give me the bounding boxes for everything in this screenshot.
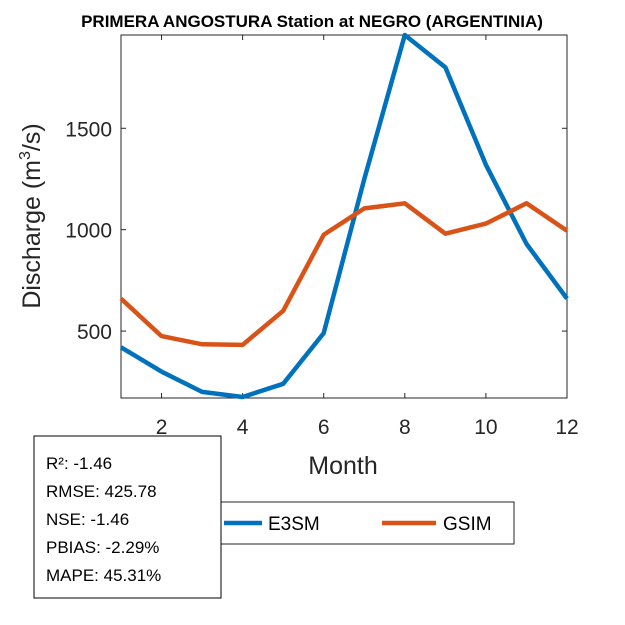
y-axis-label-base: Discharge (m bbox=[18, 160, 46, 309]
series-line-gsim bbox=[119, 201, 569, 348]
x-tick-label: 12 bbox=[555, 416, 578, 439]
stat-nse: NSE: -1.46 bbox=[46, 510, 129, 529]
x-axis-label: Month bbox=[308, 452, 377, 480]
stat-mape: MAPE: 45.31% bbox=[46, 566, 161, 585]
y-tick-label: 1500 bbox=[65, 118, 112, 141]
stats-box-frame bbox=[33, 435, 222, 599]
x-tick-label: 10 bbox=[474, 416, 497, 439]
y-tick-label: 500 bbox=[77, 321, 112, 344]
legend-label-e3sm: E3SM bbox=[268, 514, 320, 535]
chart-title: PRIMERA ANGOSTURA Station at NEGRO (ARGE… bbox=[81, 12, 543, 31]
legend: E3SM GSIM bbox=[217, 501, 515, 545]
x-tick-label: 2 bbox=[156, 416, 168, 439]
stat-pbias: PBIAS: -2.29% bbox=[46, 538, 159, 557]
plot-area bbox=[120, 34, 568, 399]
stat-rmse: RMSE: 425.78 bbox=[46, 482, 157, 501]
series-line-e3sm bbox=[119, 32, 569, 400]
axis-ticks: 2 4 6 8 10 12 500 1000 1500 bbox=[65, 35, 579, 439]
y-axis-label-sup: 3 bbox=[17, 151, 34, 160]
x-tick-label: 8 bbox=[399, 416, 411, 439]
y-tick-label: 1000 bbox=[65, 220, 112, 243]
x-tick-label: 6 bbox=[318, 416, 330, 439]
series-lines bbox=[119, 32, 569, 400]
stats-box: R²: -1.46 RMSE: 425.78 NSE: -1.46 PBIAS:… bbox=[33, 435, 222, 599]
y-axis-label: Discharge (m3/s) bbox=[17, 123, 46, 308]
stat-r2: R²: -1.46 bbox=[46, 454, 112, 473]
legend-box bbox=[217, 501, 515, 545]
legend-label-gsim: GSIM bbox=[443, 514, 492, 535]
y-axis-label-tail: /s) bbox=[18, 123, 46, 151]
x-tick-label: 4 bbox=[237, 416, 249, 439]
